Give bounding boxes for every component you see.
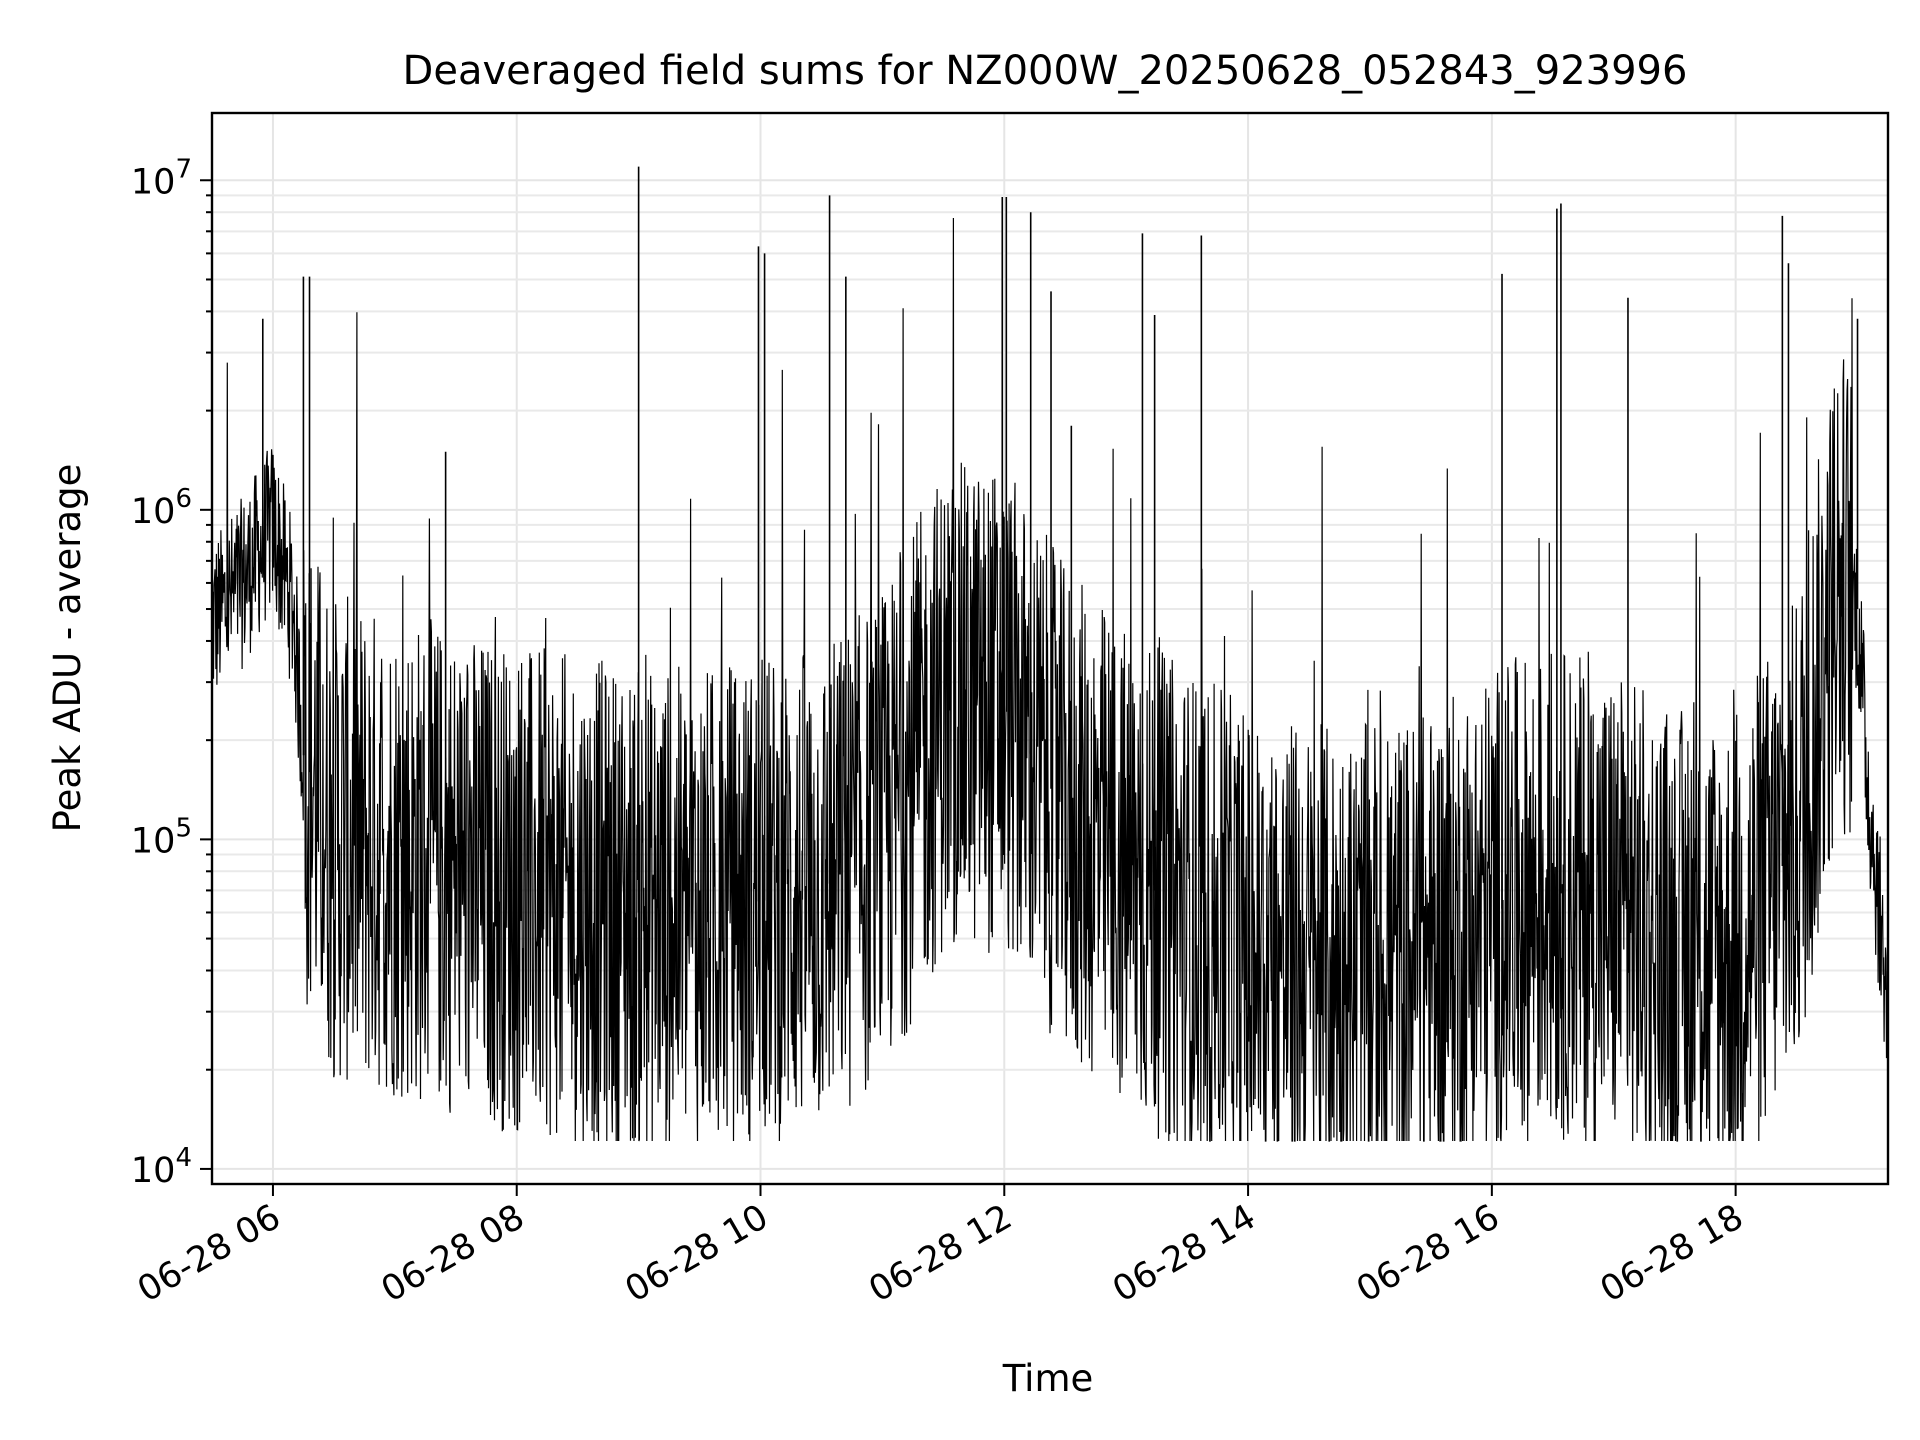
chart-title: Deaveraged field sums for NZ000W_2025062… bbox=[403, 48, 1688, 94]
x-axis-label: Time bbox=[1002, 1357, 1094, 1400]
y-tick-label: 107 bbox=[131, 154, 192, 202]
y-axis-label: Peak ADU - average bbox=[46, 464, 89, 833]
plot-frame bbox=[210, 111, 1890, 1186]
series-line bbox=[211, 217, 1889, 1142]
y-tick-label: 105 bbox=[131, 813, 192, 861]
data-area bbox=[211, 166, 1889, 1142]
y-tick-label: 104 bbox=[131, 1143, 192, 1191]
y-tick-label: 106 bbox=[131, 484, 192, 532]
